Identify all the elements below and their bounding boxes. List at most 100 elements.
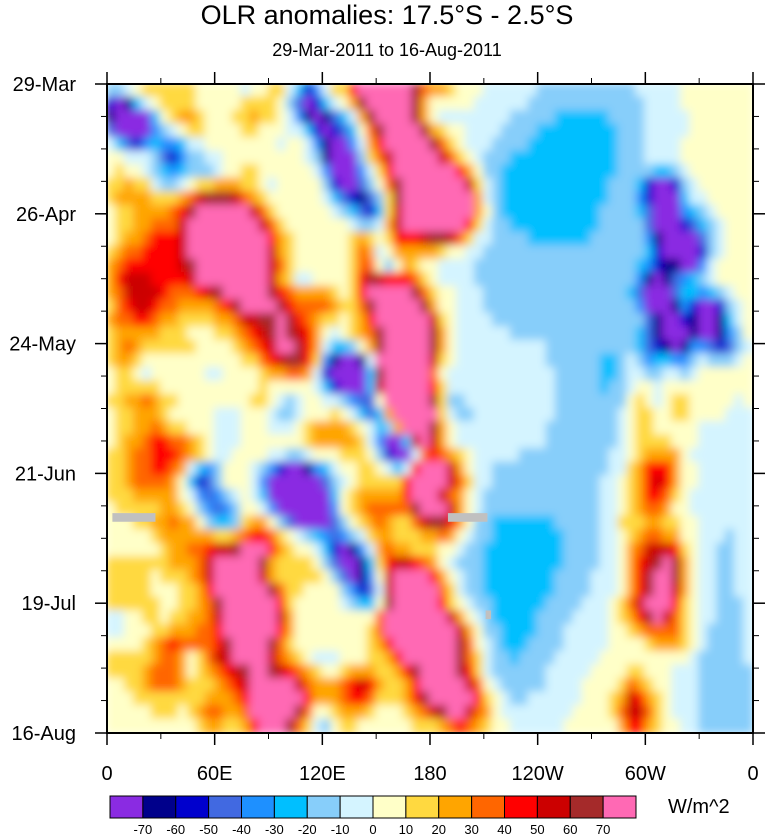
field-cell	[258, 434, 270, 451]
field-cell	[554, 96, 566, 113]
field-cell	[635, 150, 647, 167]
field-cell	[303, 285, 315, 302]
field-cell	[384, 583, 396, 599]
field-cell	[491, 366, 503, 383]
field-cell	[186, 610, 198, 626]
field-cell	[455, 272, 467, 288]
field-cell	[107, 191, 117, 207]
field-cell	[464, 299, 476, 315]
field-cell	[240, 718, 252, 733]
field-cell	[213, 312, 225, 329]
field-cell	[366, 596, 378, 613]
field-cell	[482, 583, 494, 599]
field-cell	[267, 556, 279, 572]
field-cell	[509, 258, 521, 275]
field-cell	[743, 339, 753, 356]
field-cell	[249, 272, 261, 288]
field-cell	[743, 164, 753, 180]
field-cell	[509, 353, 521, 369]
field-cell	[312, 312, 324, 329]
field-cell	[626, 110, 638, 126]
field-cell	[107, 650, 117, 667]
field-cell	[554, 448, 566, 464]
field-cell	[743, 150, 753, 167]
field-cell	[662, 475, 674, 491]
field-cell	[330, 393, 342, 410]
field-cell	[150, 637, 162, 653]
field-cell	[312, 218, 324, 234]
field-cell	[321, 691, 333, 707]
field-cell	[231, 231, 243, 248]
field-cell	[285, 434, 297, 451]
field-cell	[671, 691, 683, 707]
field-cell	[617, 475, 629, 491]
field-cell	[330, 718, 342, 733]
field-cell	[572, 475, 584, 491]
field-cell	[599, 218, 611, 234]
field-cell	[267, 84, 279, 99]
field-cell	[258, 191, 270, 207]
field-cell	[536, 488, 548, 505]
field-cell	[626, 718, 638, 733]
field-cell	[366, 299, 378, 315]
field-cell	[321, 461, 333, 478]
field-cell	[107, 407, 117, 424]
field-cell	[168, 110, 180, 126]
field-cell	[107, 610, 117, 626]
field-cell	[617, 691, 629, 707]
field-cell	[590, 421, 602, 437]
colorbar-swatch	[339, 795, 374, 819]
field-cell	[644, 488, 656, 505]
field-cell	[267, 231, 279, 248]
field-cell	[491, 488, 503, 505]
field-cell	[590, 407, 602, 424]
field-cell	[339, 312, 351, 329]
field-cell	[473, 650, 485, 667]
field-cell	[680, 150, 692, 167]
field-cell	[285, 326, 297, 342]
field-cell	[437, 677, 449, 694]
field-cell	[707, 421, 719, 437]
field-cell	[429, 84, 440, 99]
field-cell	[114, 421, 126, 437]
field-cell	[482, 326, 494, 342]
field-cell	[644, 502, 656, 518]
field-cell	[473, 502, 485, 518]
field-cell	[491, 177, 503, 194]
field-cell	[339, 204, 351, 221]
field-cell	[357, 258, 369, 275]
field-cell	[653, 475, 665, 491]
field-cell	[617, 542, 629, 559]
field-cell	[554, 218, 566, 234]
field-cell	[276, 285, 288, 302]
field-cell	[653, 218, 665, 234]
field-cell	[420, 529, 431, 545]
field-cell	[446, 96, 458, 113]
field-cell	[473, 353, 485, 369]
field-cell	[384, 434, 396, 451]
field-cell	[653, 704, 665, 721]
field-cell	[446, 312, 458, 329]
field-cell	[707, 204, 719, 221]
field-cell	[581, 137, 593, 153]
field-cell	[168, 569, 180, 586]
field-cell	[482, 623, 494, 640]
field-cell	[177, 502, 189, 518]
field-cell	[572, 623, 584, 640]
field-cell	[518, 475, 530, 491]
field-cell	[590, 231, 602, 248]
field-cell	[644, 218, 656, 234]
field-cell	[608, 258, 620, 275]
field-cell	[276, 123, 288, 140]
field-cell	[689, 596, 701, 613]
field-cell	[420, 285, 431, 302]
field-cell	[258, 502, 270, 518]
field-cell	[734, 421, 746, 437]
field-cell	[186, 448, 198, 464]
field-cell	[509, 677, 521, 694]
field-cell	[186, 272, 198, 288]
field-cell	[411, 542, 423, 559]
field-cell	[348, 312, 360, 329]
field-cell	[231, 583, 243, 599]
field-cell	[680, 164, 692, 180]
